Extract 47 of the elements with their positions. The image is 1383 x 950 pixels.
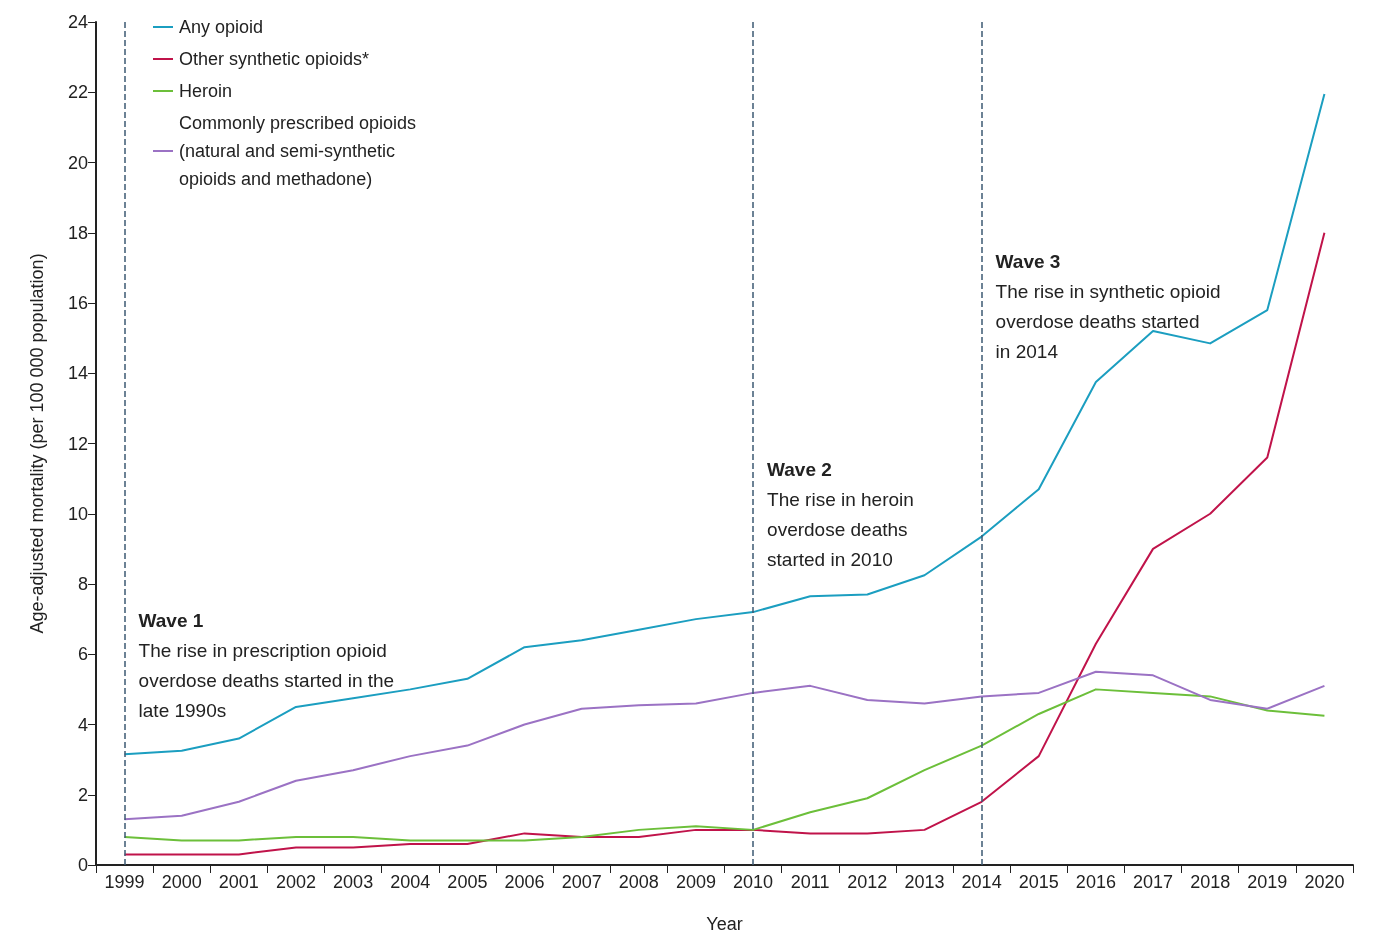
x-tick-label: 2017 — [1133, 872, 1174, 892]
x-tick-label: 2004 — [390, 872, 431, 892]
x-tick-label: 2008 — [618, 872, 659, 892]
x-tick-label: 2013 — [904, 872, 945, 892]
legend-label: Commonly prescribed opioids (natural and semi-synthetic opioids and methadone) — [179, 113, 422, 189]
x-tick-label: 2018 — [1190, 872, 1231, 892]
y-tick-label: 0 — [77, 855, 88, 875]
legend-label: Any opioid — [179, 17, 264, 37]
x-tick-label: 2009 — [675, 872, 716, 892]
y-tick-label: 16 — [67, 293, 88, 313]
y-tick-label: 8 — [77, 574, 88, 594]
y-axis-title: Age-adjusted mortality (per 100 000 population) — [27, 253, 47, 634]
x-axis-title: Year — [706, 914, 743, 934]
x-tick-label: 2007 — [561, 872, 602, 892]
y-tick-label: 14 — [67, 363, 88, 384]
x-tick-label: 2016 — [1075, 872, 1116, 892]
annotation: Wave 1 The rise in prescription opioid overdose deaths started in the late 1990s — [138, 609, 395, 721]
x-tick-label: 2015 — [1018, 872, 1059, 892]
annotation: Wave 3 The rise in synthetic opioid overdose deaths started in 2014 — [995, 251, 1221, 363]
x-tick-label: 2014 — [961, 872, 1002, 892]
line-series — [123, 670, 1326, 821]
y-tick-label: 24 — [67, 12, 88, 32]
y-tick-label: 2 — [77, 784, 88, 805]
y-tick-label: 10 — [67, 503, 88, 524]
y-tick-label: 6 — [77, 644, 88, 665]
x-tick-label: 2011 — [790, 872, 830, 892]
annotation: Wave 2 The rise in heroin overdose deaths started in 2010 — [767, 458, 914, 570]
x-tick-label: 2005 — [447, 872, 488, 892]
legend-label: Other synthetic opioids* — [179, 49, 370, 69]
x-tick-label: 2006 — [504, 872, 545, 892]
line-series — [123, 688, 1326, 842]
y-tick-label: 12 — [67, 433, 88, 454]
x-tick-label: 2020 — [1304, 872, 1345, 892]
x-tick-label: 2019 — [1247, 872, 1288, 892]
x-tick-label: 2012 — [847, 872, 888, 892]
legend-label: Heroin — [179, 81, 233, 101]
x-tick-label: 2003 — [333, 872, 374, 892]
line-series — [123, 231, 1326, 856]
x-tick-label: 1999 — [104, 872, 145, 892]
x-tick-label: 2002 — [275, 872, 316, 892]
y-tick-label: 20 — [67, 152, 88, 173]
y-tick-label: 22 — [67, 82, 88, 103]
x-tick-label: 2000 — [161, 872, 202, 892]
y-tick-label: 4 — [77, 714, 88, 735]
y-tick-label: 18 — [67, 222, 88, 243]
x-tick-label: 2010 — [733, 872, 774, 892]
x-tick-label: 2001 — [218, 872, 259, 892]
